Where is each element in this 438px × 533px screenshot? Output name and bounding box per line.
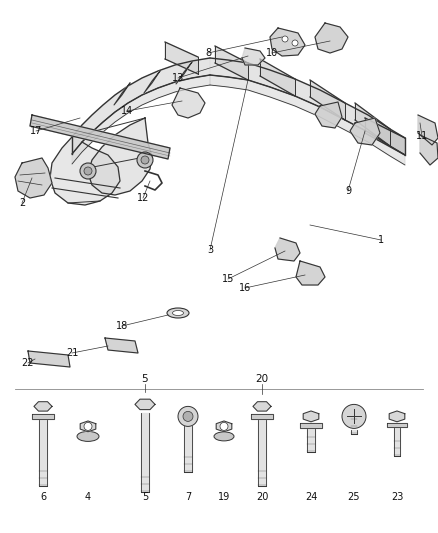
Polygon shape: [242, 48, 265, 65]
Polygon shape: [215, 46, 248, 80]
Text: 18: 18: [116, 321, 128, 331]
Circle shape: [80, 163, 96, 179]
Text: 14: 14: [121, 106, 133, 116]
Polygon shape: [310, 80, 345, 120]
Text: 5: 5: [142, 492, 148, 502]
Polygon shape: [216, 421, 232, 432]
Polygon shape: [258, 421, 266, 487]
Polygon shape: [165, 42, 198, 74]
Text: 8: 8: [205, 48, 211, 58]
Polygon shape: [389, 411, 405, 422]
Polygon shape: [172, 88, 205, 118]
Text: 15: 15: [222, 274, 234, 284]
Ellipse shape: [77, 431, 99, 441]
Polygon shape: [420, 135, 438, 165]
Polygon shape: [141, 414, 149, 492]
Text: 16: 16: [239, 283, 251, 293]
Ellipse shape: [214, 432, 234, 441]
Text: 17: 17: [30, 126, 42, 136]
Polygon shape: [88, 118, 152, 195]
Polygon shape: [351, 430, 357, 434]
Circle shape: [220, 422, 228, 430]
Circle shape: [178, 406, 198, 426]
Polygon shape: [135, 399, 155, 409]
Polygon shape: [387, 423, 407, 427]
Polygon shape: [355, 103, 390, 146]
Circle shape: [342, 405, 366, 429]
Polygon shape: [300, 423, 322, 428]
Text: 10: 10: [266, 48, 278, 58]
Polygon shape: [350, 118, 380, 145]
Circle shape: [141, 156, 149, 164]
Ellipse shape: [167, 308, 189, 318]
Text: 21: 21: [66, 348, 78, 358]
Polygon shape: [184, 426, 192, 472]
Polygon shape: [210, 75, 405, 165]
Polygon shape: [80, 421, 96, 432]
Text: 7: 7: [185, 492, 191, 502]
Text: 20: 20: [255, 374, 268, 384]
Polygon shape: [303, 411, 319, 422]
Polygon shape: [114, 83, 130, 105]
Polygon shape: [275, 238, 300, 261]
Text: 11: 11: [416, 131, 428, 141]
Polygon shape: [176, 62, 192, 84]
Polygon shape: [315, 102, 342, 128]
Circle shape: [137, 152, 153, 168]
Circle shape: [282, 36, 288, 42]
Polygon shape: [72, 58, 210, 154]
Polygon shape: [30, 115, 170, 159]
Polygon shape: [15, 158, 52, 198]
Text: 20: 20: [256, 492, 268, 502]
Circle shape: [84, 422, 92, 430]
Circle shape: [292, 40, 298, 46]
Text: 5: 5: [141, 374, 148, 384]
Polygon shape: [394, 429, 400, 456]
Text: 3: 3: [207, 245, 213, 255]
Text: 25: 25: [348, 492, 360, 502]
Text: 13: 13: [172, 73, 184, 83]
Text: 22: 22: [22, 358, 34, 368]
Polygon shape: [307, 430, 315, 453]
Circle shape: [183, 411, 193, 422]
Text: 1: 1: [378, 235, 384, 245]
Text: 24: 24: [305, 492, 317, 502]
Text: 2: 2: [19, 198, 25, 208]
Text: 12: 12: [137, 193, 149, 203]
Polygon shape: [365, 118, 405, 155]
Ellipse shape: [173, 311, 184, 316]
Polygon shape: [105, 338, 138, 353]
Polygon shape: [144, 71, 160, 93]
Polygon shape: [296, 261, 325, 285]
Text: 6: 6: [40, 492, 46, 502]
Polygon shape: [50, 137, 120, 205]
Polygon shape: [270, 28, 305, 56]
Polygon shape: [72, 75, 210, 164]
Polygon shape: [28, 351, 70, 367]
Polygon shape: [315, 23, 348, 53]
Text: 4: 4: [85, 492, 91, 502]
Polygon shape: [418, 115, 438, 145]
Text: 23: 23: [391, 492, 403, 502]
Text: 9: 9: [345, 186, 351, 196]
Polygon shape: [32, 414, 54, 419]
Polygon shape: [39, 421, 47, 487]
Polygon shape: [210, 58, 405, 155]
Circle shape: [84, 167, 92, 175]
Polygon shape: [260, 59, 295, 96]
Polygon shape: [251, 414, 273, 419]
Text: 19: 19: [218, 492, 230, 502]
Polygon shape: [253, 402, 271, 411]
Polygon shape: [34, 402, 52, 411]
